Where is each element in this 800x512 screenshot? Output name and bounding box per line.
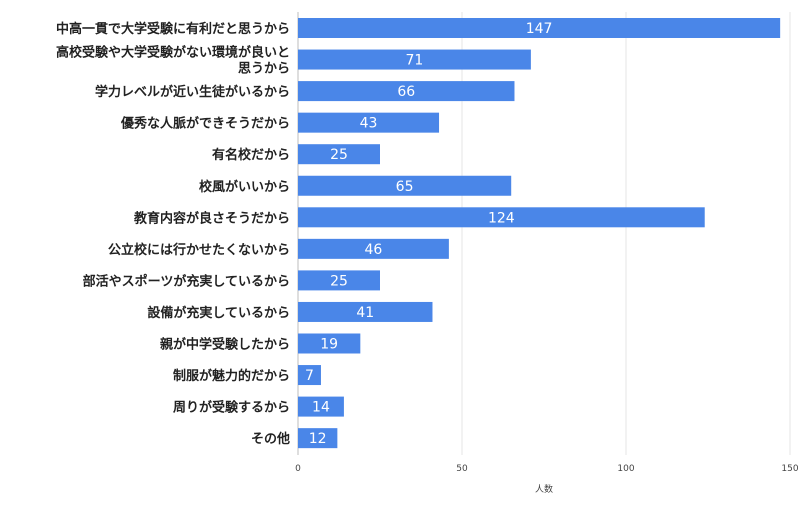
category-label: その他	[251, 431, 290, 447]
data-label: 7	[305, 368, 314, 384]
category-label: 制服が魅力的だから	[173, 368, 290, 384]
x-tick-label: 150	[781, 464, 798, 474]
category-label: 中高一貫で大学受験に有利だと思うから	[56, 21, 290, 37]
bar	[298, 49, 531, 70]
category-label: 親が中学受験したから	[160, 337, 290, 353]
category-label: 教育内容が良さそうだから	[133, 210, 290, 226]
category-label: 周りが受験するから	[173, 400, 290, 416]
bar	[298, 81, 515, 102]
category-label: 高校受験や大学受験がない環境が良いと	[56, 45, 290, 61]
category-label: 優秀な人脈ができそうだから	[120, 116, 290, 132]
x-tick-label: 100	[617, 464, 634, 474]
bar	[298, 175, 512, 196]
category-label: 公立校には行かせたくないから	[108, 242, 290, 258]
data-label: 43	[360, 116, 378, 132]
data-label: 66	[397, 84, 415, 100]
x-tick-label: 0	[295, 464, 301, 474]
bar	[298, 18, 781, 38]
x-axis-label: 人数	[535, 483, 553, 495]
data-label: 12	[309, 431, 327, 447]
data-label: 25	[330, 147, 348, 163]
data-label: 65	[396, 179, 414, 195]
data-label: 25	[330, 273, 348, 289]
bar	[298, 207, 705, 228]
data-label: 41	[356, 305, 374, 321]
data-label: 46	[365, 242, 383, 258]
data-label: 124	[488, 210, 515, 226]
bar	[298, 428, 338, 449]
data-label: 147	[526, 21, 553, 37]
data-label: 19	[320, 337, 338, 353]
bar	[298, 270, 380, 291]
data-label: 14	[312, 400, 330, 416]
bar	[298, 365, 321, 386]
bar	[298, 396, 344, 417]
category-label: 部活やスポーツが充実しているから	[83, 273, 290, 289]
bar	[298, 144, 380, 165]
category-label: 校風がいいから	[199, 179, 290, 195]
category-label: 思うから	[238, 62, 290, 77]
x-tick-label: 50	[456, 464, 468, 474]
bar	[298, 112, 440, 133]
category-label: 学力レベルが近い生徒がいるから	[95, 84, 290, 100]
bar	[298, 333, 361, 354]
category-label: 有名校だから	[212, 147, 290, 163]
category-label: 設備が充実しているから	[147, 305, 290, 321]
bar	[298, 238, 449, 259]
bar	[298, 301, 433, 322]
data-label: 71	[406, 53, 424, 69]
